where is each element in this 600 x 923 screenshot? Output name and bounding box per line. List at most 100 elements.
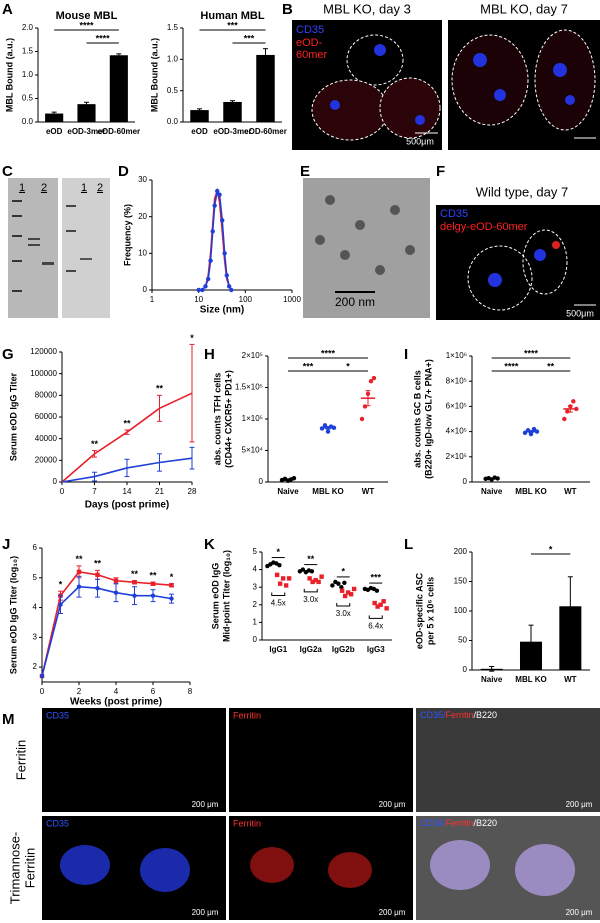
- outline: [379, 77, 441, 139]
- fold-bracket: [336, 603, 351, 607]
- panel-letter: B: [282, 1, 293, 18]
- point: [280, 576, 286, 581]
- panel-letter: D: [118, 163, 129, 180]
- panel-letter: C: [2, 163, 13, 180]
- panel-c: 1 2 1 2: [8, 178, 110, 318]
- significance: **: [149, 571, 157, 581]
- panel-letter: F: [436, 163, 445, 180]
- x-tick-label: WT: [564, 675, 577, 684]
- y-axis-label: abs. counts GC B cells: [412, 370, 422, 468]
- x-tick-label: eOD-3mer: [67, 127, 105, 136]
- significance: *: [341, 566, 345, 576]
- particle: [340, 250, 350, 260]
- x-tick-label: eOD: [46, 127, 63, 136]
- x-tick-label: 14: [123, 487, 132, 496]
- blob: [140, 848, 190, 892]
- point: [310, 579, 315, 585]
- gel: [62, 178, 110, 318]
- significance: *: [190, 333, 194, 343]
- outline: [451, 34, 529, 126]
- point: [384, 606, 389, 611]
- significance: ***: [244, 33, 255, 43]
- panel-m: Ferritin Trimannose- Ferritin CD35 Ferri…: [7, 708, 600, 920]
- legend-label: CD35: [296, 24, 324, 36]
- micrograph: [416, 708, 600, 812]
- significance: **: [131, 569, 139, 579]
- y-tick-label: 6×10⁵: [446, 402, 467, 411]
- blob: [60, 845, 110, 885]
- point: [374, 588, 380, 593]
- band: [66, 205, 76, 207]
- y-tick-label: 100000: [30, 369, 57, 378]
- y-tick-label: 4: [33, 603, 38, 612]
- y-tick-label: 120000: [30, 347, 57, 356]
- point: [215, 188, 220, 194]
- point: [381, 599, 386, 604]
- gel: [8, 178, 58, 318]
- point: [316, 579, 321, 585]
- x-axis-label: Size (nm): [200, 305, 244, 316]
- significance: *: [549, 544, 553, 554]
- band: [28, 244, 40, 246]
- bar: [559, 606, 582, 670]
- point: [150, 581, 156, 586]
- band: [66, 270, 76, 272]
- bar: [109, 55, 128, 123]
- micrograph: [42, 708, 226, 812]
- panel-b: MBL KO, day 3 MBL KO, day 7 CD35 eOD- 60…: [292, 1, 600, 150]
- y-tick-label: 1: [253, 618, 258, 627]
- point: [222, 251, 227, 256]
- y-tick-label: 100: [454, 606, 468, 615]
- particle: [315, 235, 325, 245]
- significance: ****: [504, 361, 519, 371]
- y-tick-label: 80000: [35, 390, 58, 399]
- band: [12, 290, 22, 292]
- point: [313, 577, 318, 583]
- channel-label: CD35/Ferritin/B220: [420, 818, 497, 828]
- y-tick-label: 0: [463, 477, 468, 486]
- channel-part: Ferritin: [446, 818, 474, 828]
- point: [217, 192, 222, 197]
- x-tick-label: 21: [155, 487, 164, 496]
- point: [339, 585, 344, 590]
- y-axis-label: (B220+ IgD-low GL7+ PNA+): [423, 359, 433, 479]
- point: [150, 593, 156, 598]
- fold-label: 3.0x: [303, 595, 318, 604]
- blob: [534, 249, 546, 261]
- blob: [330, 100, 340, 110]
- y-tick-label: 60000: [35, 412, 58, 421]
- y-tick-label: 20: [138, 212, 147, 221]
- point: [226, 284, 232, 289]
- row-label: Ferritin: [13, 740, 28, 780]
- significance: **: [307, 554, 315, 564]
- y-tick-label: 1.5: [22, 47, 34, 56]
- significance: **: [547, 361, 555, 371]
- y-tick-label: 1.0: [22, 70, 34, 79]
- x-tick-label: 1: [150, 295, 155, 304]
- y-tick-label: 1.0: [167, 54, 179, 63]
- blob: [374, 44, 386, 56]
- y-axis-label: abs. counts TFH cells: [212, 373, 222, 466]
- channel-part: CD35/: [420, 710, 446, 720]
- bar: [77, 104, 96, 122]
- y-tick-label: 5: [253, 547, 258, 556]
- point: [205, 276, 211, 282]
- outline: [311, 79, 389, 141]
- significance: **: [94, 559, 102, 569]
- panel-f: Wild type, day 7 CD35 delgy-eOD-60mer 50…: [436, 184, 600, 320]
- channel-label: CD35: [46, 710, 69, 720]
- point: [330, 583, 335, 588]
- y-axis-label: Serum eOD IgG Titer: [8, 372, 18, 461]
- band: [12, 235, 22, 237]
- y-tick-label: 2.0: [22, 23, 34, 32]
- y-tick-label: 1.5×10⁵: [235, 383, 263, 392]
- outline: [346, 34, 404, 86]
- blob: [328, 852, 372, 888]
- point: [375, 604, 380, 609]
- panel-e: 200 nm: [303, 178, 430, 318]
- x-tick-label: eOD-60mer: [97, 127, 140, 136]
- point: [362, 404, 368, 409]
- significance: *: [276, 547, 280, 557]
- fold-label: 3.0x: [336, 609, 351, 618]
